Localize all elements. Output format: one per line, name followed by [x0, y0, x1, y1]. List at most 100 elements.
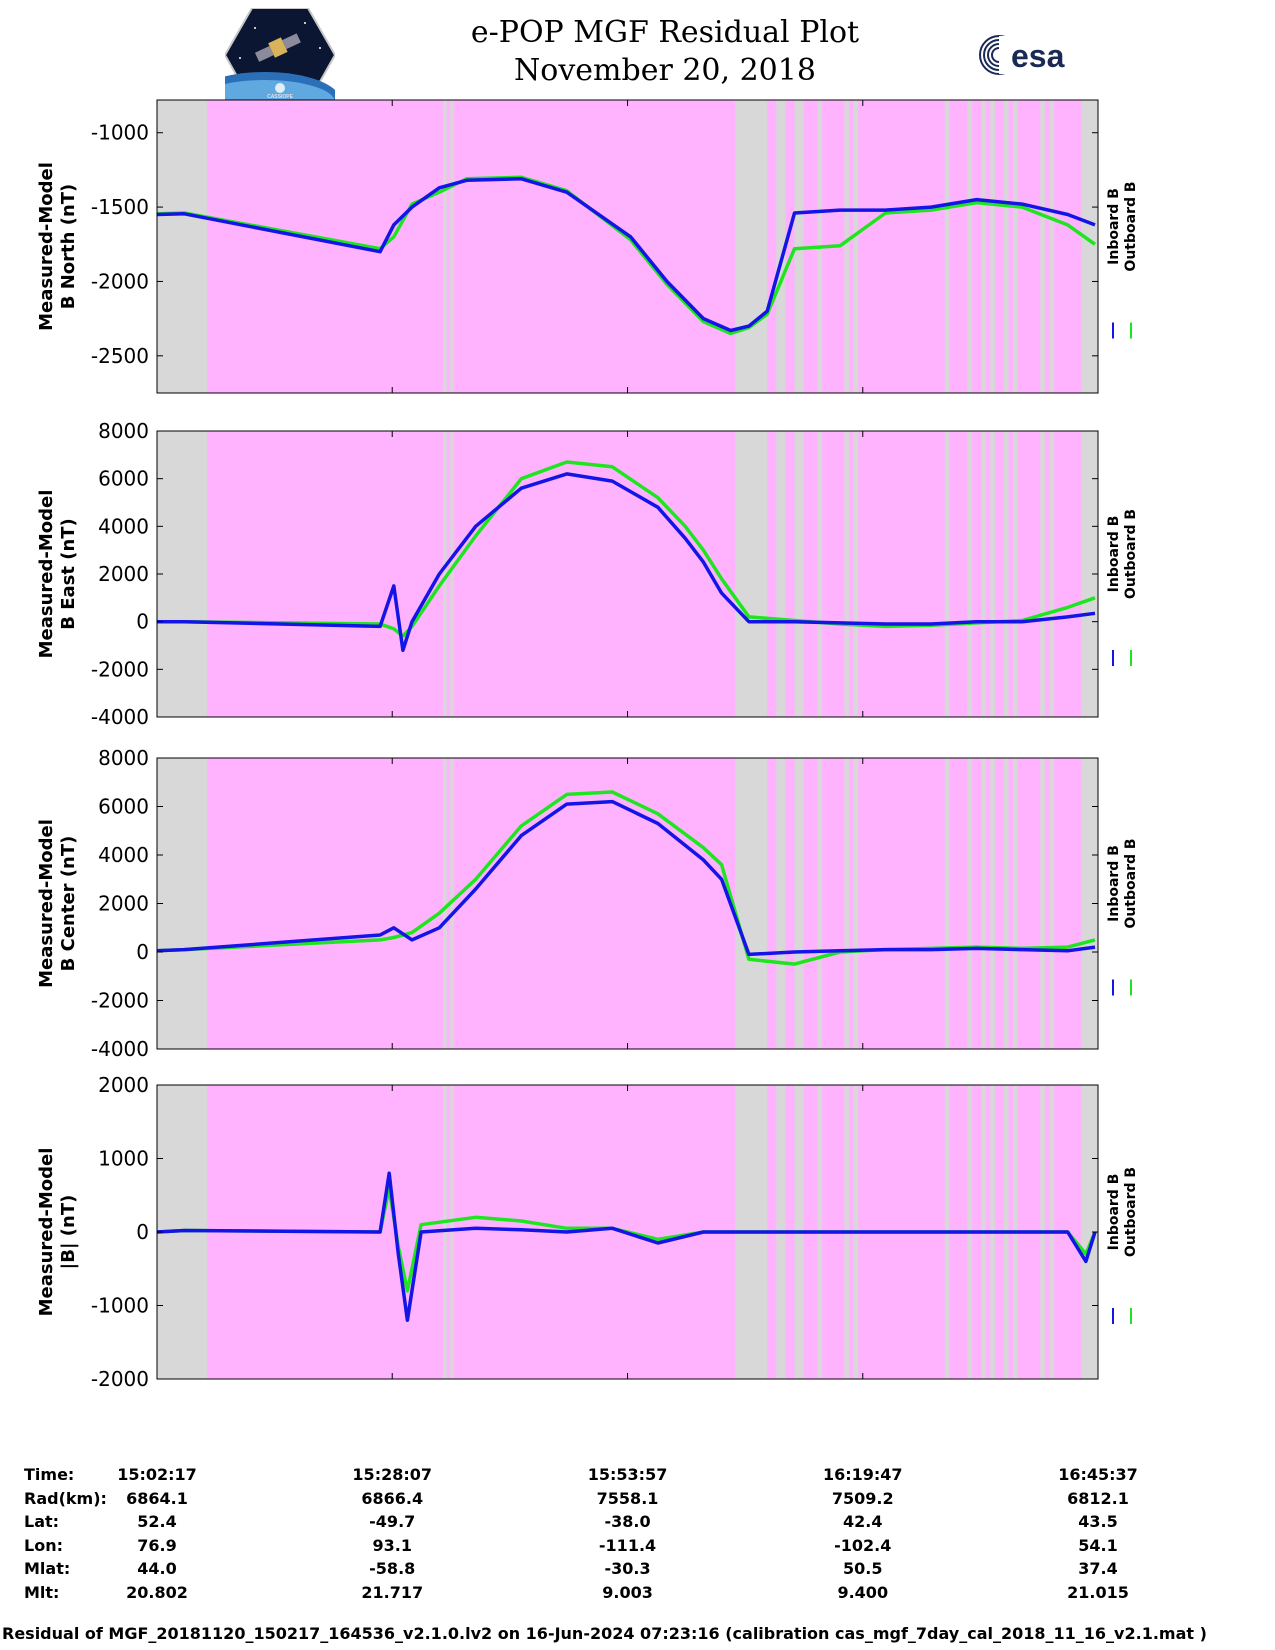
series-inboard-b: [156, 177, 1096, 333]
y-tick-label: 8000: [98, 746, 149, 770]
ephemeris-value: 15:02:17: [117, 1465, 197, 1484]
data-gap-band: [853, 758, 859, 1049]
ephemeris-label: Lat:: [24, 1512, 60, 1531]
ephemeris-value: 6864.1: [126, 1488, 188, 1508]
y-tick-label: 0: [136, 940, 149, 964]
ephemeris-value: 16:45:37: [1058, 1465, 1138, 1484]
y-tick-label: -1000: [91, 121, 149, 145]
ephemeris-table: Time: Rad(km): Lat: Lon: Mlat: Mlt: 15:02:17 68…: [20, 1465, 1260, 1615]
data-gap-band: [990, 758, 995, 1049]
ephemeris-value: 9.003: [602, 1582, 653, 1602]
ephemeris-value: 44.0: [137, 1559, 177, 1578]
data-gap-band: [990, 431, 995, 717]
ephemeris-value: -38.0: [604, 1512, 651, 1531]
data-gap-band: [981, 100, 986, 393]
ephemeris-value: 42.4: [843, 1512, 883, 1531]
data-gap-band: [1049, 431, 1055, 717]
y-tick-label: -2000: [91, 269, 149, 293]
legend-outboard-label: Outboard B: [1123, 1167, 1139, 1257]
legend-inboard-label: Inboard B: [1106, 845, 1122, 922]
legend-outboard-label: Outboard B: [1123, 509, 1139, 599]
y-tick-label: 2000: [98, 562, 149, 586]
data-gap-band: [735, 100, 768, 393]
y-tick-label: 1000: [98, 1147, 149, 1171]
data-gap-band: [1003, 758, 1009, 1049]
y-axis-label-line: Measured-Model: [36, 819, 57, 988]
ephemeris-value: 50.5: [843, 1559, 883, 1578]
y-tick-label: -4000: [91, 705, 149, 729]
ephemeris-value: 54.1: [1078, 1535, 1118, 1555]
y-axis-label: Measured-ModelB North (nT): [36, 162, 79, 331]
data-gap-band: [990, 100, 995, 393]
data-gap-band: [853, 431, 859, 717]
data-gap-band: [450, 1085, 454, 1379]
plot-background: [157, 758, 1098, 1049]
data-gap-band: [1049, 758, 1055, 1049]
y-axis-label-line: Measured-Model: [36, 1148, 57, 1317]
legend-inboard-label: Inboard B: [1106, 188, 1122, 265]
series-inboard-b: [156, 1171, 1097, 1322]
data-gap-band: [157, 100, 208, 393]
data-gap-band: [776, 100, 786, 393]
data-gap-band: [442, 758, 447, 1049]
data-gap-band: [944, 100, 950, 393]
footer-caption: Residual of MGF_20181120_150217_164536_v…: [2, 1624, 1207, 1643]
ephemeris-value: 16:19:47: [822, 1465, 903, 1484]
data-gap-band: [794, 758, 804, 1049]
ephemeris-value: 21.015: [1067, 1582, 1129, 1602]
y-tick-label: -1000: [91, 1294, 149, 1318]
y-tick-label: 0: [136, 1220, 149, 1244]
y-tick-label: 4000: [98, 843, 149, 867]
plot-background: [157, 431, 1098, 717]
data-gap-band: [776, 758, 786, 1049]
data-gap-band: [735, 431, 768, 717]
y-tick-label: -2500: [91, 344, 149, 368]
ephemeris-value: 9.400: [837, 1582, 889, 1602]
ephemeris-value: 93.1: [372, 1535, 412, 1555]
cassiope-logo: CASSIOPE: [225, 8, 335, 103]
legend-inboard-label: Inboard B: [1106, 516, 1122, 593]
ephemeris-value: 7558.1: [596, 1488, 659, 1508]
y-tick-label: 0: [136, 610, 149, 634]
data-gap-band: [1013, 758, 1018, 1049]
page-title: e-POP MGF Residual Plot November 20, 201…: [360, 14, 970, 90]
y-tick-label: 6000: [98, 795, 149, 819]
y-axis-label-line: B East (nT): [58, 518, 79, 630]
data-gap-band: [944, 758, 950, 1049]
y-axis-label-line: B North (nT): [58, 184, 79, 310]
y-tick-label: -4000: [91, 1037, 149, 1061]
y-axis-label: Measured-ModelB East (nT): [36, 490, 79, 659]
series-inboard-b: [157, 472, 1096, 653]
ephemeris-label: Time:: [24, 1465, 75, 1484]
data-gap-band: [844, 758, 850, 1049]
y-axis-label: Measured-Model|B| (nT): [36, 1148, 79, 1317]
ephemeris-value: 21.717: [361, 1582, 424, 1602]
data-gap-band: [1013, 431, 1018, 717]
data-gap-band: [157, 431, 208, 717]
y-axis-label-line: |B| (nT): [58, 1195, 79, 1270]
cassiope-logo-text: CASSIOPE: [267, 94, 294, 100]
ephemeris-value: 43.5: [1078, 1512, 1118, 1531]
y-tick-label: -1500: [91, 195, 149, 219]
panel-2: 8000 6000 4000 2000 0 -2000 -4000 Measured-Mode…: [36, 419, 1139, 729]
series-inboard-b: [156, 799, 1096, 957]
y-tick-label: -2000: [91, 657, 149, 681]
ephemeris-value: -49.7: [369, 1512, 416, 1531]
esa-logo-text: esa: [1011, 38, 1065, 74]
data-gap-band: [967, 431, 973, 717]
data-gap-band: [442, 100, 447, 393]
ephemeris-value: 15:28:07: [352, 1465, 433, 1484]
legend: Inboard BOutboard B: [1106, 1167, 1139, 1257]
title-line-1: e-POP MGF Residual Plot: [470, 15, 860, 50]
data-gap-band: [817, 431, 822, 717]
data-gap-band: [844, 431, 850, 717]
data-gap-band: [944, 431, 950, 717]
data-gap-band: [1081, 758, 1098, 1049]
data-gap-band: [1003, 100, 1009, 393]
panel-1: -1000 -1500 -2000 -2500 Measured-ModelB Nort…: [36, 99, 1139, 394]
ephemeris-label: Lon:: [24, 1535, 63, 1555]
ephemeris-value: -102.4: [834, 1535, 892, 1555]
data-gap-band: [853, 100, 859, 393]
y-tick-label: 2000: [98, 892, 149, 916]
